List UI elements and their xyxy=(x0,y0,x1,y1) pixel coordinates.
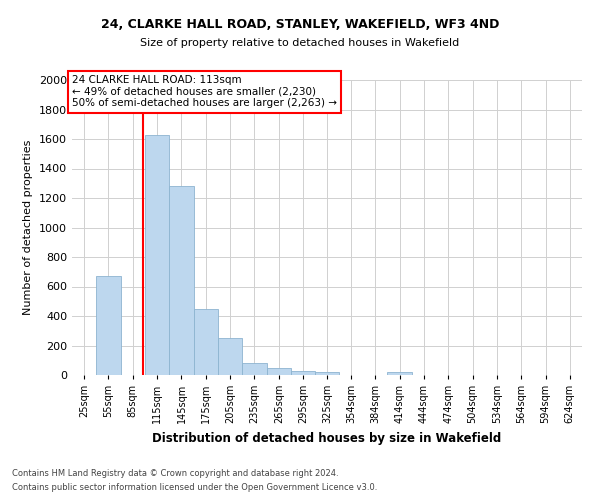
Text: Contains HM Land Registry data © Crown copyright and database right 2024.: Contains HM Land Registry data © Crown c… xyxy=(12,468,338,477)
Bar xyxy=(242,363,266,375)
Bar xyxy=(315,372,339,375)
Bar xyxy=(194,308,218,375)
Bar xyxy=(169,186,194,375)
Bar xyxy=(97,276,121,375)
Bar xyxy=(218,338,242,375)
Text: Contains public sector information licensed under the Open Government Licence v3: Contains public sector information licen… xyxy=(12,484,377,492)
Y-axis label: Number of detached properties: Number of detached properties xyxy=(23,140,34,315)
Bar xyxy=(266,368,291,375)
Text: Size of property relative to detached houses in Wakefield: Size of property relative to detached ho… xyxy=(140,38,460,48)
Bar xyxy=(145,134,169,375)
Text: 24, CLARKE HALL ROAD, STANLEY, WAKEFIELD, WF3 4ND: 24, CLARKE HALL ROAD, STANLEY, WAKEFIELD… xyxy=(101,18,499,30)
Bar xyxy=(291,372,315,375)
Bar xyxy=(388,372,412,375)
X-axis label: Distribution of detached houses by size in Wakefield: Distribution of detached houses by size … xyxy=(152,432,502,444)
Text: 24 CLARKE HALL ROAD: 113sqm
← 49% of detached houses are smaller (2,230)
50% of : 24 CLARKE HALL ROAD: 113sqm ← 49% of det… xyxy=(72,75,337,108)
